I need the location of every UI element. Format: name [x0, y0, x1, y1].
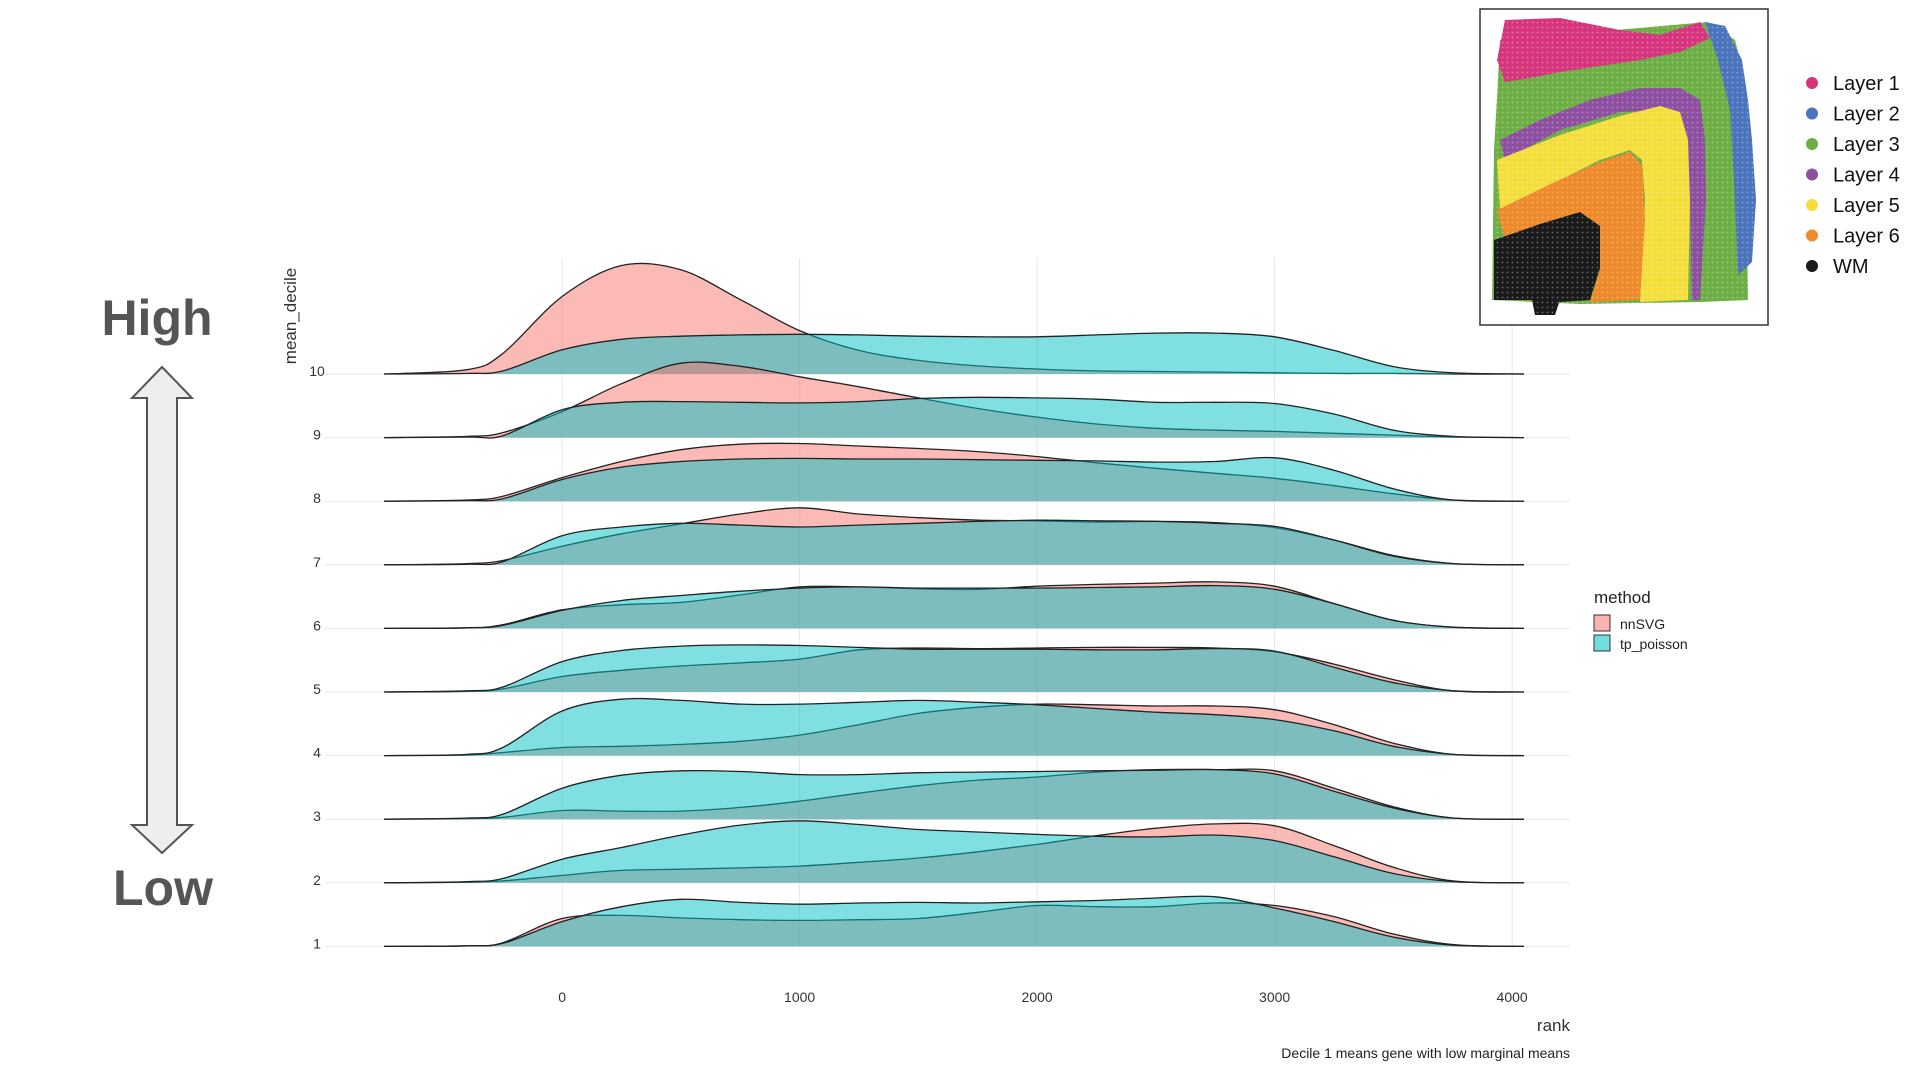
x-tick-label: 3000 — [1259, 989, 1290, 1005]
layer-legend-label: Layer 4 — [1833, 165, 1900, 187]
layer-legend-dot — [1806, 107, 1818, 120]
legend-label-tp-poisson: tp_poisson — [1620, 636, 1688, 652]
layer-legend-dot — [1806, 138, 1818, 150]
layer-legend-label: Layer 3 — [1833, 134, 1900, 156]
density-line-tp-poisson-decile-3 — [383, 768, 1525, 820]
x-tick-label: 4000 — [1497, 989, 1528, 1005]
y-tick-label: 8 — [313, 490, 321, 506]
y-tick-label: 3 — [313, 808, 321, 824]
layer-legend-dot — [1806, 168, 1818, 181]
legend-swatch-tp-poisson — [1593, 634, 1611, 652]
ridge-decile-4 — [383, 697, 1525, 757]
layer-legend-label: WM — [1833, 256, 1869, 278]
tissue-spot-map — [1490, 18, 1760, 318]
y-tick-label: 2 — [313, 872, 321, 888]
ridge-decile-7 — [383, 507, 1525, 566]
ridge-decile-9 — [383, 361, 1525, 439]
y-tick-label: 9 — [313, 427, 321, 443]
density-area-tp-poisson-decile-6 — [384, 585, 1524, 629]
y-tick-label: 4 — [313, 745, 321, 761]
y-tick-label: 5 — [313, 681, 321, 697]
density-line-tp-poisson-decile-6 — [383, 584, 1525, 630]
x-axis-title: rank — [1537, 1016, 1571, 1035]
y-tick-label: 7 — [313, 554, 321, 570]
density-line-tp-poisson-decile-1 — [383, 895, 1525, 948]
ridge-decile-8 — [383, 442, 1525, 502]
layer-legend-label: Layer 6 — [1833, 226, 1900, 248]
density-line-tp-poisson-decile-9 — [383, 396, 1525, 439]
ridge-decile-1 — [383, 895, 1525, 948]
density-area-tp-poisson-decile-4 — [384, 698, 1524, 756]
density-line-tp-poisson-decile-8 — [383, 456, 1525, 502]
ridges — [383, 262, 1525, 948]
density-line-tp-poisson-decile-4 — [383, 697, 1525, 757]
density-area-tp-poisson-decile-10 — [384, 332, 1524, 374]
y-tick-labels: 1 2 3 4 5 6 7 8 9 10 — [309, 363, 325, 951]
legend-label-nnsvg: nnSVG — [1620, 616, 1665, 632]
density-line-tp-poisson-decile-5 — [383, 644, 1525, 693]
layer-legend-label: Layer 5 — [1833, 195, 1900, 217]
legend-title: method — [1594, 588, 1651, 607]
high-label: High — [101, 290, 212, 346]
y-tick-label: 1 — [313, 935, 321, 951]
ridge-decile-5 — [383, 644, 1525, 693]
tissue-inset — [1479, 8, 1769, 326]
density-area-tp-poisson-decile-1 — [384, 896, 1524, 947]
y-axis-title: mean_decile — [281, 268, 300, 364]
x-tick-label: 0 — [558, 989, 566, 1005]
tissue-spot-texture — [1490, 18, 1760, 318]
density-area-tp-poisson-decile-8 — [384, 457, 1524, 502]
layer-legend: Layer 1 Layer 2 Layer 3 Layer 4 Layer 5 Layer… — [1806, 73, 1900, 278]
layer-legend-label: Layer 2 — [1833, 104, 1900, 126]
layer-legend-dot — [1806, 260, 1818, 272]
density-area-tp-poisson-decile-7 — [384, 520, 1524, 565]
density-area-tp-poisson-decile-9 — [384, 397, 1524, 439]
x-tick-label: 1000 — [784, 989, 815, 1005]
density-area-tp-poisson-decile-3 — [384, 769, 1524, 820]
x-tick-labels: 0 1000 2000 3000 4000 — [558, 989, 1528, 1005]
high-low-annotation: High Low — [101, 290, 213, 916]
ridgeline-chart: 1 2 3 4 5 6 7 8 9 10 0 1000 2000 3000 4000 mean_decil… — [281, 258, 1570, 1061]
ridge-decile-2 — [383, 820, 1525, 884]
x-tick-label: 2000 — [1022, 989, 1053, 1005]
ridge-decile-10 — [383, 262, 1525, 375]
ridge-decile-6 — [383, 581, 1525, 630]
low-label: Low — [113, 860, 213, 916]
layer-legend-dot — [1806, 199, 1818, 211]
density-line-tp-poisson-decile-2 — [383, 820, 1525, 884]
y-tick-label: 6 — [313, 617, 321, 633]
density-line-tp-poisson-decile-10 — [383, 332, 1525, 375]
double-arrow-icon — [129, 365, 195, 855]
density-area-tp-poisson-decile-2 — [384, 820, 1524, 883]
y-tick-label: 10 — [309, 363, 325, 379]
method-legend: method nnSVG tp_poisson — [1593, 588, 1688, 652]
density-line-tp-poisson-decile-7 — [383, 519, 1525, 566]
chart-caption: Decile 1 means gene with low marginal me… — [1281, 1045, 1570, 1061]
ridge-decile-3 — [383, 768, 1525, 820]
density-area-tp-poisson-decile-5 — [384, 644, 1524, 692]
legend-swatch-nnsvg — [1593, 614, 1611, 632]
layer-legend-label: Layer 1 — [1833, 73, 1900, 95]
layer-legend-dot — [1806, 229, 1818, 242]
layer-legend-dot — [1806, 77, 1818, 89]
